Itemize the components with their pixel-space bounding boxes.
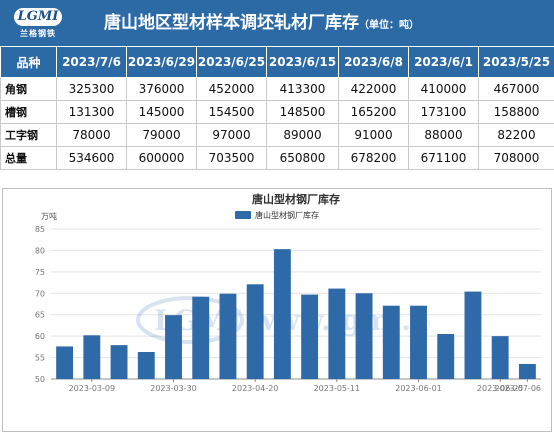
title-text: 唐山地区型材样本调坯轧材厂库存 [104,13,359,33]
table-cell: 422000 [338,77,409,101]
chart-panel: 唐山型材钢厂库存 唐山型材钢厂库存 万吨 50 55 60 65 70 75 80 85 2023-0… [2,188,552,432]
table-cell: 376000 [126,77,197,101]
table-cell: 131300 [56,100,127,124]
report-header: LGMI 兰格钢铁 唐山地区型材样本调坯轧材厂库存（单位：吨） [0,0,554,46]
table-cell: 158800 [478,100,554,124]
unit-note: （单位：吨） [359,20,419,31]
table-header-row: 品种 2023/7/6 2023/6/29 2023/6/25 2023/6/15 20… [0,46,554,78]
bar[interactable] [165,315,182,379]
bar[interactable] [355,293,373,379]
table-cell: 88000 [408,123,479,147]
bar[interactable] [56,346,74,379]
y-tick-label: 50 [35,375,45,384]
y-tick-label: 70 [35,289,45,298]
column-header-date: 2023/7/6 [56,46,127,78]
table-cell: 165200 [338,100,409,124]
y-tick-label: 65 [35,311,45,320]
table-cell: 708000 [478,146,554,170]
bar[interactable] [518,364,536,379]
table-cell: 91000 [338,123,409,147]
bar[interactable] [382,305,400,379]
column-header-date: 2023/6/1 [408,46,479,78]
bar[interactable] [328,288,346,379]
bar[interactable] [464,291,482,379]
table-cell: 410000 [408,77,479,101]
x-tick-label: 2023-03-09 [69,384,116,393]
inventory-table: 品种 2023/7/6 2023/6/29 2023/6/25 2023/6/15 20… [0,46,554,170]
watermark-logo: LGMI www.lgmi.com [136,296,430,344]
row-label: 总量 [0,146,57,170]
table-row: 角钢 325300 376000 452000 413300 422000 410000 46… [0,77,554,101]
bar[interactable] [137,352,155,379]
watermark-text: LGMI www.lgmi.com [154,304,430,337]
table-cell: 145000 [126,100,197,124]
y-tick-label: 85 [35,225,45,234]
row-label: 工字钢 [0,123,57,147]
bar[interactable] [301,294,319,379]
logo-badge [14,8,62,26]
x-tick-label: 2023-04-20 [232,384,279,393]
table-cell: 79000 [126,123,197,147]
bar[interactable] [410,305,427,379]
bar[interactable] [491,336,509,379]
y-axis-unit: 万吨 [41,211,57,221]
table-cell: 82200 [478,123,554,147]
table-cell: 534600 [56,146,127,170]
table-cell: 703500 [196,146,267,170]
column-header-date: 2023/6/25 [196,46,267,78]
column-header-date: 2023/6/8 [338,46,409,78]
y-tick-label: 55 [35,354,45,363]
inventory-bar-chart: 唐山型材钢厂库存唐山型材钢厂库存万吨50556065707580852023-0… [35,192,542,393]
table-cell: 89000 [266,123,339,147]
x-tick-label: 2023-05-11 [314,384,361,393]
table-cell: 600000 [126,146,197,170]
table-row: 总量 534600 600000 703500 650800 678200 671100 70… [0,146,554,170]
bar[interactable] [273,249,291,379]
legend-swatch[interactable] [235,211,251,219]
bar[interactable] [192,296,210,379]
table-cell: 650800 [266,146,339,170]
chart-title: 唐山型材钢厂库存 [252,192,340,206]
page-title: 唐山地区型材样本调坯轧材厂库存（单位：吨） [104,8,419,38]
table-row: 工字钢 78000 79000 97000 89000 91000 88000 82200 [0,123,554,147]
x-tick-label: 2023-06-25 [477,384,524,393]
table-cell: 452000 [196,77,267,101]
bar[interactable] [110,345,128,379]
table-cell: 173100 [408,100,479,124]
column-header-date: 2023/6/29 [126,46,197,78]
bar[interactable] [219,293,237,379]
table-cell: 78000 [56,123,127,147]
y-tick-label: 80 [35,246,45,255]
bar[interactable] [246,284,264,379]
table-cell: 467000 [478,77,554,101]
bar[interactable] [437,334,455,379]
table-cell: 148500 [266,100,339,124]
column-header-date: 2023/5/25 [478,46,554,78]
table-cell: 325300 [56,77,127,101]
x-tick-label: 2023-06-01 [395,384,442,393]
y-tick-label: 75 [35,268,45,277]
table-cell: 671100 [408,146,479,170]
legend-label[interactable]: 唐山型材钢厂库存 [255,210,319,220]
logo-subtitle: 兰格钢铁 [20,29,56,38]
table-row: 槽钢 131300 145000 154500 148500 165200 173100 15… [0,100,554,124]
row-label: 槽钢 [0,100,57,124]
row-label: 角钢 [0,77,57,101]
bar[interactable] [83,335,101,379]
column-header-variety: 品种 [0,46,57,78]
logo-text: LGMI [17,9,59,24]
company-logo: LGMI 兰格钢铁 [8,6,68,40]
column-header-date: 2023/6/15 [266,46,339,78]
x-tick-label: 2023-07-06 [495,384,542,393]
table-cell: 154500 [196,100,267,124]
table-cell: 678200 [338,146,409,170]
x-tick-label: 2023-03-30 [150,384,197,393]
table-cell: 413300 [266,77,339,101]
table-cell: 97000 [196,123,267,147]
y-tick-label: 60 [35,332,45,341]
